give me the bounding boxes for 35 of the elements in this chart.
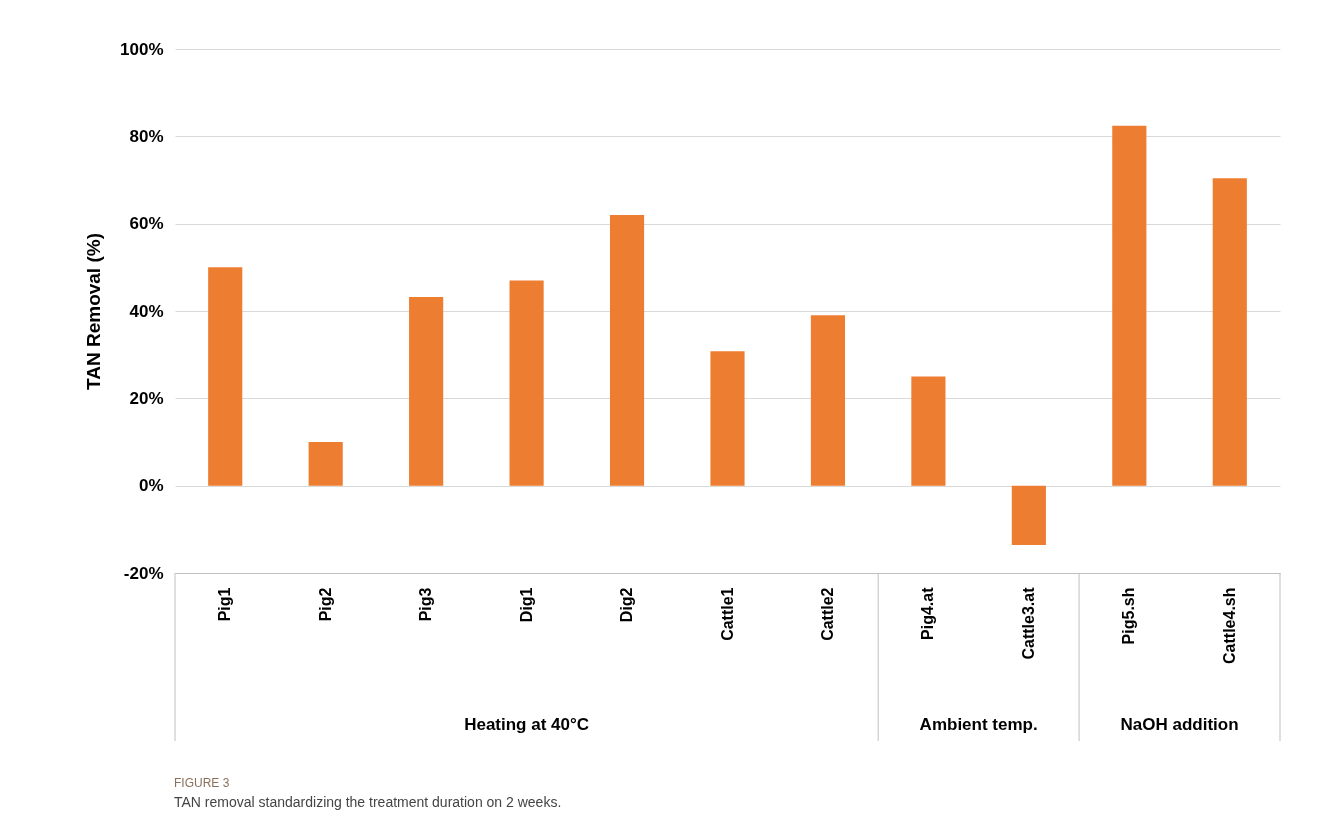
bar [509,280,544,486]
x-tick-label: Pig3 [417,587,435,622]
y-tick-label: 100% [120,39,164,59]
bar [609,214,645,486]
x-tick-label: Pig5.sh [1120,587,1138,645]
bar [308,442,343,486]
caption: FIGURE 3 [174,776,231,790]
x-tick-label: Pig2 [316,587,334,622]
bar [810,315,846,486]
text: Ambient temp. [919,715,1038,734]
bar [911,376,946,486]
x-tick-label: Pig1 [216,587,234,622]
bar [1212,178,1247,486]
y-tick-label: 0% [138,476,164,496]
y-tick-label: -20% [123,563,164,583]
bar [208,267,243,486]
y-tick-label: 20% [129,388,164,408]
text: TAN removal standardizing the treatment duration on 2 weeks. [174,794,563,810]
bar [710,351,745,486]
x-tick-label: Cattle1 [718,587,736,641]
y-tick-label: 40% [129,301,164,321]
x-tick-label: Dig2 [618,587,636,623]
text: Heating at 40°C [464,715,590,734]
x-tick-label: Cattle4.sh [1220,587,1238,664]
x-tick-label: Pig4.at [919,586,937,640]
y-tick-label: 80% [129,126,164,146]
x-tick-label: Cattle3.at [1019,586,1037,660]
bar [409,297,444,486]
y-axis-title: TAN Removal (%) [83,233,105,390]
x-tick-label: Dig1 [517,587,535,623]
y-tick-label: 60% [129,214,164,234]
x-tick-label: Cattle2 [818,587,836,641]
bar [1011,485,1046,546]
text: NaOH addition [1120,715,1239,734]
bar [1112,125,1147,486]
